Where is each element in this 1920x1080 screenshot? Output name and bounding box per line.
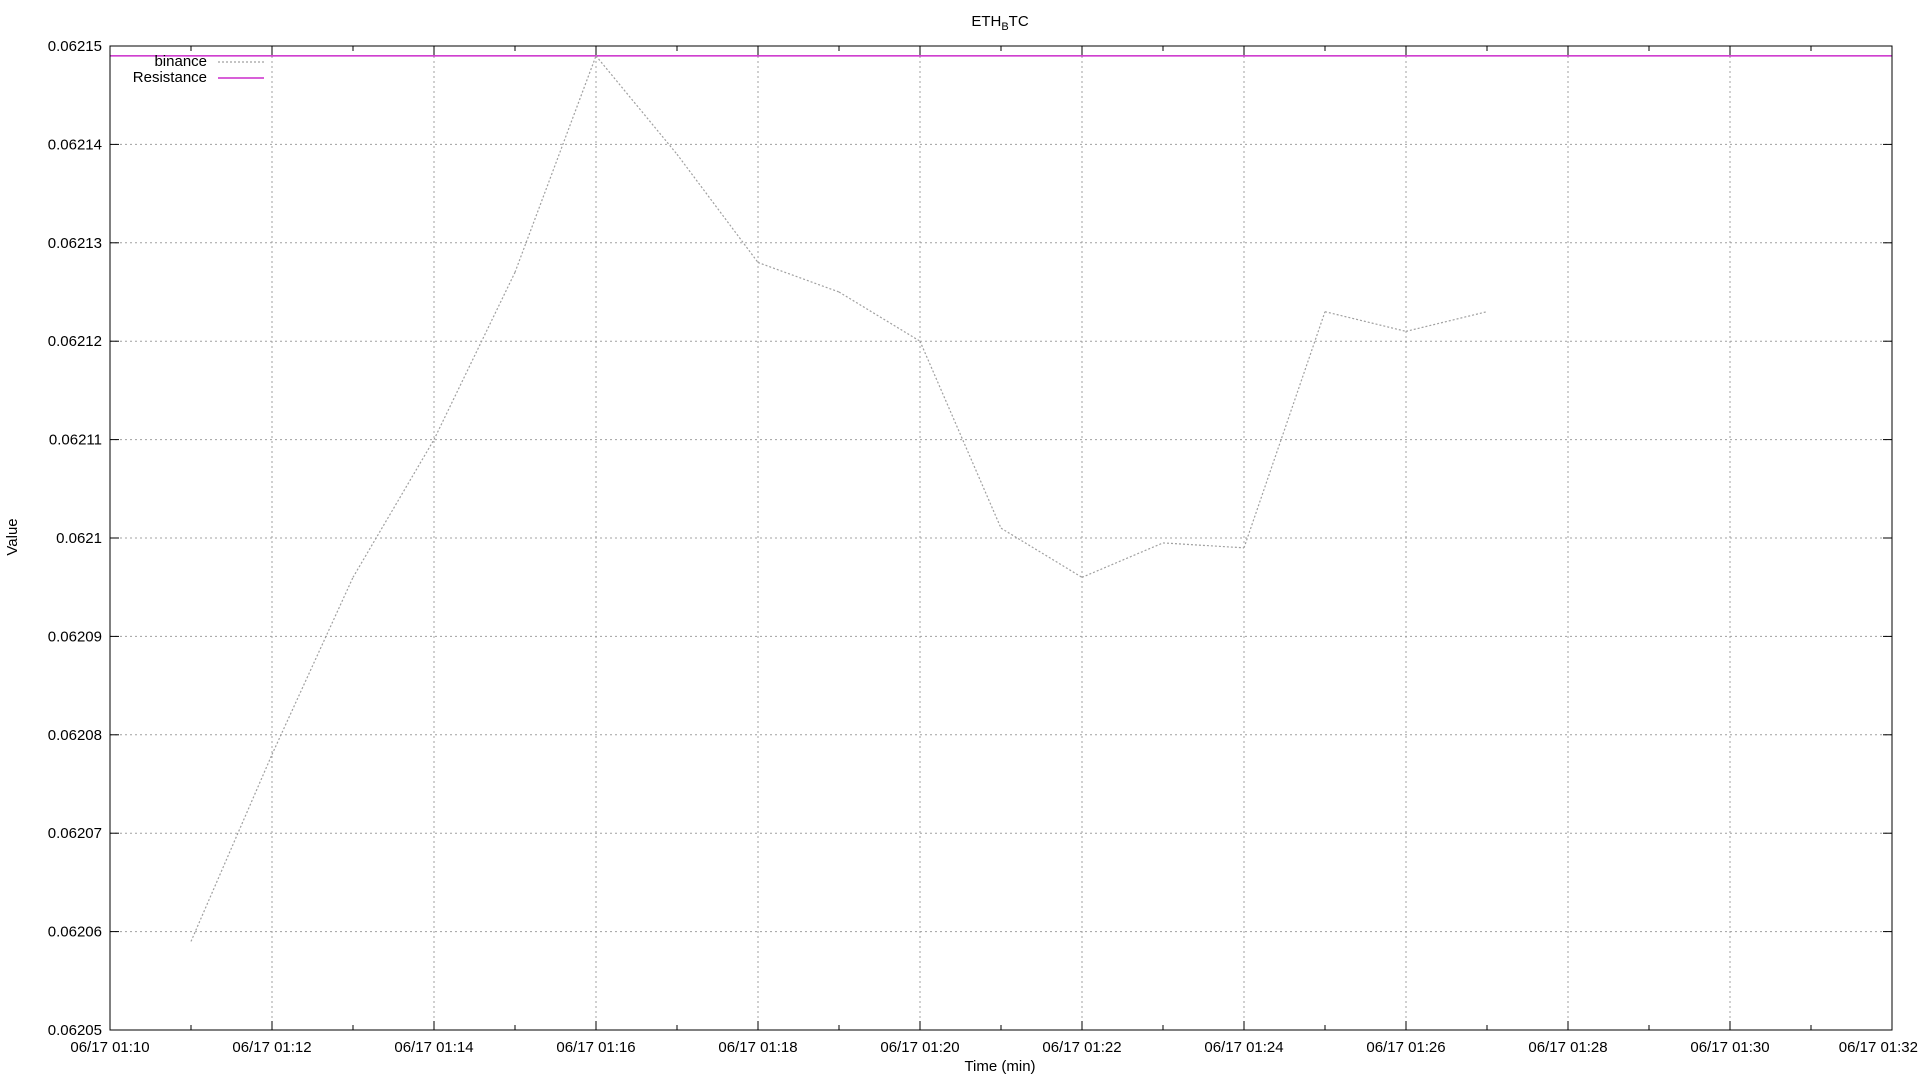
x-tick-label: 06/17 01:10	[70, 1039, 149, 1056]
binance-line-segment	[1405, 311, 1488, 332]
binance-line-segment	[595, 55, 678, 155]
x-tick-labels: 06/17 01:10 06/17 01:12 06/17 01:14 06/17 0…	[70, 1039, 1918, 1056]
x-tick-label: 06/17 01:12	[232, 1039, 311, 1056]
binance-line-segment	[757, 261, 840, 293]
binance-line-segment	[433, 272, 516, 440]
legend: binance Resistance	[133, 53, 264, 86]
binance-line-segment	[352, 439, 435, 578]
chart-title: ETHBTC	[971, 13, 1029, 33]
chart-title-subscript: B	[1001, 21, 1008, 33]
binance-line-segment	[514, 55, 597, 273]
binance-line-segment	[1243, 311, 1326, 549]
binance-line-segment	[919, 340, 1002, 529]
y-tick-label: 0.06209	[48, 628, 102, 645]
y-tick-label: 0.06211	[49, 432, 102, 449]
binance-line-segment	[676, 153, 759, 263]
binance-line-segment	[1162, 542, 1245, 549]
x-tick-label: 06/17 01:28	[1528, 1039, 1607, 1056]
y-tick-label: 0.06205	[48, 1022, 102, 1039]
y-tick-label: 0.06215	[48, 38, 102, 55]
binance-line-segment	[271, 577, 354, 755]
grid-lines	[110, 46, 1892, 1030]
binance-line-segment	[1324, 311, 1407, 332]
x-tick-label: 06/17 01:16	[556, 1039, 635, 1056]
y-tick-labels: 0.06205 0.06206 0.06207 0.06208 0.06209 0.062…	[48, 38, 102, 1039]
y-axis-title: Value	[4, 518, 21, 555]
y-tick-label: 0.06208	[48, 727, 102, 744]
y-tick-label: 0.0621	[56, 530, 102, 547]
x-axis-title: Time (min)	[964, 1058, 1035, 1075]
y-tick-label: 0.06206	[48, 924, 102, 941]
y-tick-label: 0.06213	[48, 235, 102, 252]
x-tick-label: 06/17 01:26	[1366, 1039, 1445, 1056]
x-tick-label: 06/17 01:22	[1042, 1039, 1121, 1056]
y-tick-label: 0.06207	[48, 825, 102, 842]
legend-label-binance: binance	[154, 53, 207, 70]
binance-line-segment	[838, 291, 921, 342]
x-tick-label: 06/17 01:20	[880, 1039, 959, 1056]
legend-label-resistance: Resistance	[133, 69, 207, 86]
x-tick-label: 06/17 01:14	[394, 1039, 473, 1056]
binance-line-segment	[190, 754, 273, 942]
x-tick-label: 06/17 01:18	[718, 1039, 797, 1056]
y-tick-label: 0.06214	[48, 136, 102, 153]
binance-line-segment	[1000, 527, 1083, 578]
chart-title-suffix: TC	[1009, 13, 1029, 30]
x-tick-label: 06/17 01:32	[1839, 1039, 1918, 1056]
y-tick-label: 0.06212	[48, 333, 102, 350]
x-tick-label: 06/17 01:24	[1204, 1039, 1283, 1056]
binance-series	[190, 55, 1488, 942]
x-tick-label: 06/17 01:30	[1690, 1039, 1769, 1056]
axis-ticks	[109, 45, 1893, 1031]
binance-line-segment	[1081, 542, 1164, 578]
